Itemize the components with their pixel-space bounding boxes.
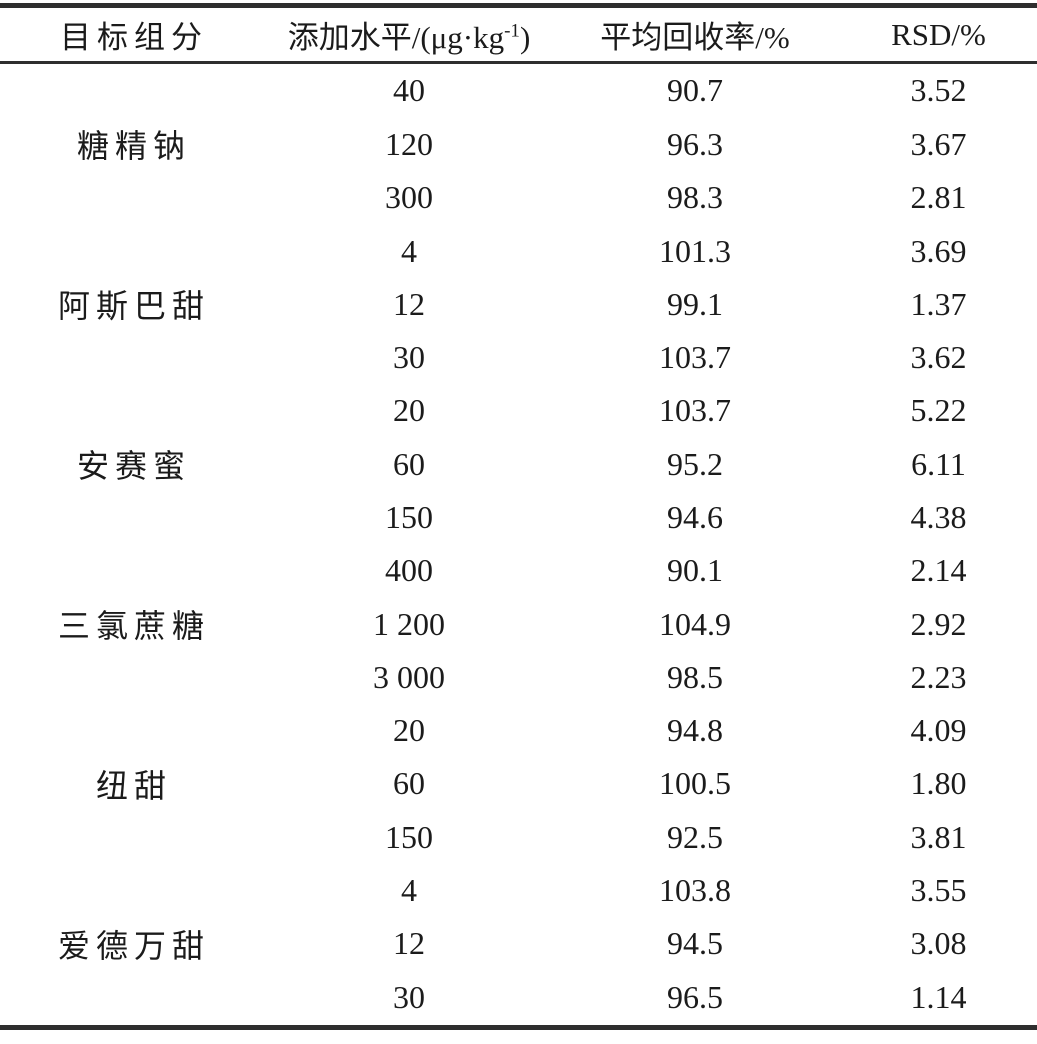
recovery-cell: 95.2 bbox=[667, 445, 723, 482]
recovery-cell: 98.3 bbox=[667, 179, 723, 216]
component-cell: 纽甜 bbox=[95, 767, 172, 804]
rsd-cell: 2.23 bbox=[910, 658, 967, 695]
table-body: 糖精钠 40 90.7 3.52 120 96.3 3.67 300 98.3 2.81 阿斯巴甜 4… bbox=[0, 63, 1037, 1028]
recovery-cell: 94.8 bbox=[667, 712, 723, 749]
recovery-cell: 99.1 bbox=[667, 285, 723, 322]
level-cell: 12 bbox=[393, 925, 425, 962]
table-row: 150 92.5 3.81 bbox=[0, 811, 1037, 864]
table-row: 爱德万甜 4 103.8 3.55 bbox=[0, 864, 1037, 964]
level-cell: 4 bbox=[401, 232, 417, 269]
recovery-cell: 101.3 bbox=[659, 232, 731, 269]
col-header-spike-level: 添加水平/(μg·kg-1) bbox=[268, 6, 550, 63]
recovery-cell: 94.6 bbox=[667, 499, 723, 536]
col-header-rsd: RSD/% bbox=[840, 6, 1037, 63]
header-row: 目标组分 添加水平/(μg·kg-1) 平均回收率/% RSD/% bbox=[0, 6, 1037, 63]
recovery-cell: 96.5 bbox=[667, 979, 723, 1016]
level-cell: 4 bbox=[401, 872, 417, 909]
rsd-cell: 3.67 bbox=[910, 126, 967, 163]
rsd-cell: 3.81 bbox=[910, 818, 967, 855]
rsd-cell: 2.92 bbox=[910, 605, 967, 642]
recovery-cell: 103.7 bbox=[659, 339, 731, 376]
rsd-cell: 3.52 bbox=[910, 72, 967, 109]
level-cell: 30 bbox=[393, 339, 425, 376]
table-row: 阿斯巴甜 4 101.3 3.69 bbox=[0, 225, 1037, 325]
table-row: 30 103.7 3.62 bbox=[0, 331, 1037, 384]
recovery-cell: 94.5 bbox=[667, 925, 723, 962]
col-header-mean-recovery: 平均回收率/% bbox=[550, 6, 840, 63]
rsd-cell: 3.55 bbox=[910, 872, 967, 909]
table-header: 目标组分 添加水平/(μg·kg-1) 平均回收率/% RSD/% bbox=[0, 6, 1037, 63]
recovery-cell: 90.1 bbox=[667, 552, 723, 589]
recovery-cell: 100.5 bbox=[659, 765, 731, 802]
component-cell: 安赛蜜 bbox=[76, 448, 191, 485]
spike-level-header-prefix: 添加水平/(μg·kg bbox=[287, 20, 505, 55]
component-cell: 爱德万甜 bbox=[57, 928, 210, 965]
level-cell: 20 bbox=[393, 392, 425, 429]
spike-level-header-suffix: ) bbox=[519, 20, 531, 55]
table-row: 120 96.3 3.67 bbox=[0, 118, 1037, 171]
table-row: 1 200 104.9 2.92 bbox=[0, 597, 1037, 650]
level-cell: 150 bbox=[385, 499, 433, 536]
level-cell: 3 000 bbox=[373, 658, 445, 695]
recovery-cell: 96.3 bbox=[667, 126, 723, 163]
level-cell: 30 bbox=[393, 979, 425, 1016]
rsd-cell: 3.69 bbox=[910, 232, 967, 269]
table-row: 60 95.2 6.11 bbox=[0, 438, 1037, 491]
level-cell: 60 bbox=[393, 765, 425, 802]
table-row: 12 99.1 1.37 bbox=[0, 278, 1037, 331]
col-header-mean-recovery-label: 平均回收率/% bbox=[600, 20, 790, 55]
level-cell: 120 bbox=[385, 126, 433, 163]
table-row: 3 000 98.5 2.23 bbox=[0, 651, 1037, 704]
table-row: 三氯蔗糖 400 90.1 2.14 bbox=[0, 544, 1037, 644]
recovery-cell: 103.7 bbox=[659, 392, 731, 429]
level-cell: 150 bbox=[385, 818, 433, 855]
recovery-cell: 98.5 bbox=[667, 658, 723, 695]
rsd-cell: 4.09 bbox=[910, 712, 967, 749]
rsd-cell: 3.62 bbox=[910, 339, 967, 376]
level-cell: 40 bbox=[393, 72, 425, 109]
recovery-cell: 104.9 bbox=[659, 605, 731, 642]
component-cell: 三氯蔗糖 bbox=[57, 608, 210, 645]
component-cell: 阿斯巴甜 bbox=[57, 288, 210, 325]
col-header-target-component-label: 目标组分 bbox=[60, 20, 208, 55]
table-row: 60 100.5 1.80 bbox=[0, 757, 1037, 810]
rsd-cell: 2.81 bbox=[910, 179, 967, 216]
level-cell: 300 bbox=[385, 179, 433, 216]
table-row: 150 94.6 4.38 bbox=[0, 491, 1037, 544]
recovery-cell: 92.5 bbox=[667, 818, 723, 855]
rsd-cell: 6.11 bbox=[911, 445, 966, 482]
table-row: 30 96.5 1.14 bbox=[0, 970, 1037, 1027]
table-row: 12 94.5 3.08 bbox=[0, 917, 1037, 970]
table-row: 糖精钠 40 90.7 3.52 bbox=[0, 63, 1037, 164]
recovery-cell: 90.7 bbox=[667, 72, 723, 109]
recovery-results-table: 目标组分 添加水平/(μg·kg-1) 平均回收率/% RSD/% 糖精钠 40 9… bbox=[0, 3, 1037, 1030]
level-cell: 60 bbox=[393, 445, 425, 482]
rsd-cell: 1.80 bbox=[910, 765, 967, 802]
rsd-cell: 3.08 bbox=[910, 925, 967, 962]
level-cell: 400 bbox=[385, 552, 433, 589]
component-cell: 糖精钠 bbox=[76, 128, 191, 165]
rsd-cell: 5.22 bbox=[910, 392, 967, 429]
rsd-cell: 2.14 bbox=[910, 552, 967, 589]
rsd-cell: 1.14 bbox=[910, 979, 967, 1016]
col-header-target-component: 目标组分 bbox=[0, 6, 268, 63]
level-cell: 12 bbox=[393, 285, 425, 322]
rsd-cell: 1.37 bbox=[910, 285, 967, 322]
table-row: 纽甜 20 94.8 4.09 bbox=[0, 704, 1037, 804]
rsd-cell: 4.38 bbox=[910, 499, 967, 536]
spike-level-header-superscript: -1 bbox=[504, 20, 520, 42]
level-cell: 1 200 bbox=[373, 605, 445, 642]
level-cell: 20 bbox=[393, 712, 425, 749]
table-row: 300 98.3 2.81 bbox=[0, 171, 1037, 224]
col-header-rsd-label: RSD/% bbox=[891, 16, 986, 52]
recovery-cell: 103.8 bbox=[659, 872, 731, 909]
table-row: 安赛蜜 20 103.7 5.22 bbox=[0, 384, 1037, 484]
